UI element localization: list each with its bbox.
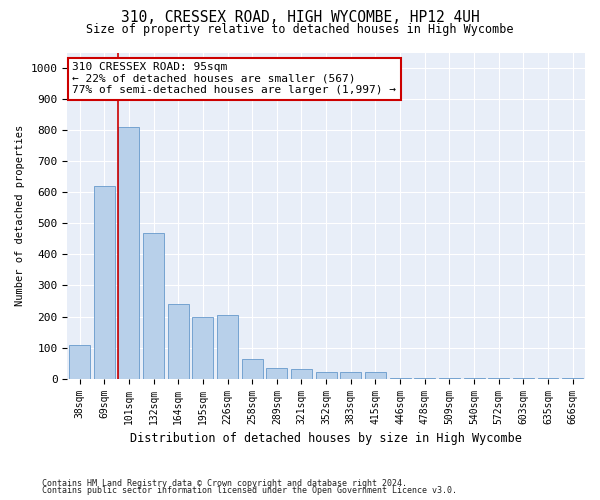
- Text: 310, CRESSEX ROAD, HIGH WYCOMBE, HP12 4UH: 310, CRESSEX ROAD, HIGH WYCOMBE, HP12 4U…: [121, 10, 479, 25]
- Y-axis label: Number of detached properties: Number of detached properties: [15, 125, 25, 306]
- Bar: [193, 316, 214, 378]
- Bar: [266, 368, 287, 378]
- Bar: [168, 304, 188, 378]
- Bar: [291, 370, 312, 378]
- Bar: [69, 344, 90, 378]
- Bar: [94, 186, 115, 378]
- Bar: [316, 372, 337, 378]
- Text: Size of property relative to detached houses in High Wycombe: Size of property relative to detached ho…: [86, 22, 514, 36]
- Text: Contains public sector information licensed under the Open Government Licence v3: Contains public sector information licen…: [42, 486, 457, 495]
- Bar: [242, 358, 263, 378]
- Bar: [143, 232, 164, 378]
- Bar: [217, 315, 238, 378]
- X-axis label: Distribution of detached houses by size in High Wycombe: Distribution of detached houses by size …: [130, 432, 522, 445]
- Text: 310 CRESSEX ROAD: 95sqm
← 22% of detached houses are smaller (567)
77% of semi-d: 310 CRESSEX ROAD: 95sqm ← 22% of detache…: [73, 62, 397, 96]
- Text: Contains HM Land Registry data © Crown copyright and database right 2024.: Contains HM Land Registry data © Crown c…: [42, 478, 407, 488]
- Bar: [118, 127, 139, 378]
- Bar: [340, 372, 361, 378]
- Bar: [365, 372, 386, 378]
